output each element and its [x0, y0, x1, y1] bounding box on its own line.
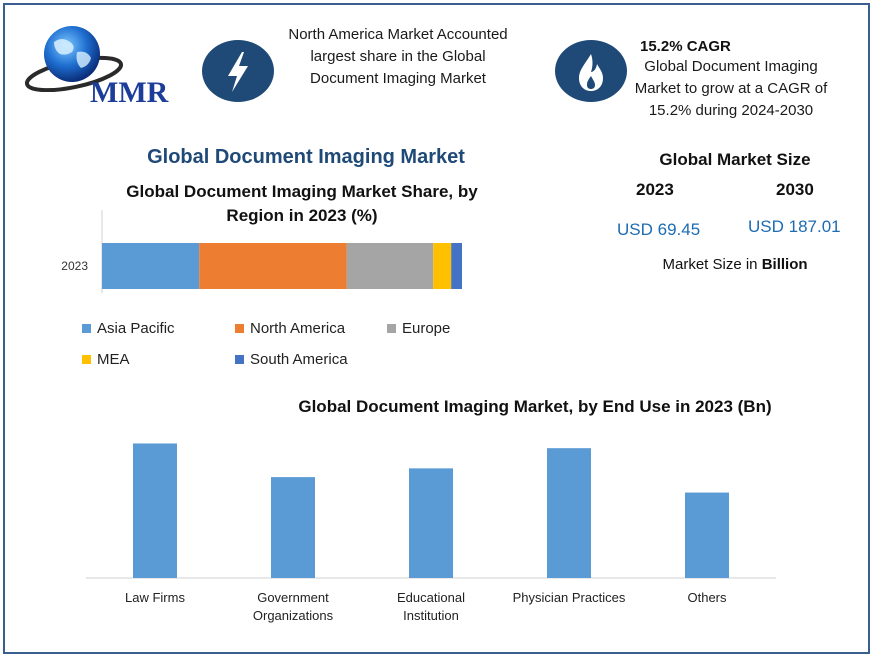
market-size-note-unit: Billion — [761, 256, 808, 273]
enduse-category-label: Educational Institution — [397, 590, 465, 623]
enduse-chart-title: Global Document Imaging Market, by End U… — [298, 397, 772, 416]
info-right-badge — [555, 40, 627, 102]
region-chart-title: Global Document Imaging Market Share, by… — [126, 182, 478, 225]
bar-government-organizations — [271, 477, 315, 578]
legend-swatch — [387, 324, 396, 333]
legend-swatch — [235, 324, 244, 333]
bar-law-firms — [133, 443, 177, 578]
region-category-label: 2023 — [61, 259, 88, 273]
year-2030-label: 2030 — [776, 180, 814, 199]
enduse-category-label: Government Organizations — [253, 590, 334, 623]
segment-mea — [433, 243, 452, 289]
legend-item-asia-pacific: Asia Pacific — [82, 320, 175, 337]
enduse-category-label: Others — [687, 590, 727, 605]
enduse-category-label: Law Firms — [125, 590, 185, 605]
logo: MMR — [22, 22, 192, 109]
segment-europe — [346, 243, 434, 289]
legend-item-north-america: North America — [235, 320, 345, 337]
info-left-badge — [202, 40, 274, 102]
bar-educational-institution — [409, 468, 453, 578]
lightning-icon — [228, 52, 248, 92]
enduse-category-label: Physician Practices — [513, 590, 626, 605]
legend-item-mea: MEA — [82, 351, 130, 368]
region-share-chart: 2023 — [61, 210, 462, 293]
legend-label: Europe — [402, 320, 451, 337]
market-size-note-prefix: Market Size in — [662, 256, 762, 273]
legend-item-south-america: South America — [235, 351, 348, 368]
legend-swatch — [82, 324, 91, 333]
flame-icon — [579, 54, 603, 91]
legend-label: Asia Pacific — [97, 320, 175, 337]
market-size-title: Global Market Size — [659, 150, 811, 169]
legend-swatch — [82, 355, 91, 364]
legend-label: South America — [250, 351, 348, 368]
brand-name: MMR — [90, 76, 169, 109]
globe-icon — [24, 26, 124, 93]
value-2030: USD 187.01 — [748, 217, 841, 236]
main-title: Global Document Imaging Market — [147, 146, 465, 168]
year-2023-label: 2023 — [636, 180, 674, 199]
bar-others — [685, 492, 729, 578]
enduse-chart: Law Firms Government Organizations Educatio… — [86, 443, 776, 623]
segment-north-america — [199, 243, 347, 289]
legend-item-europe: Europe — [387, 320, 450, 337]
value-2023: USD 69.45 — [617, 220, 701, 239]
segment-asia-pacific — [102, 243, 200, 289]
info-right-text: Global Document Imaging Market to grow a… — [634, 58, 828, 119]
bar-physician-practices — [547, 448, 591, 578]
legend-label: MEA — [97, 351, 130, 368]
legend-label: North America — [250, 320, 346, 337]
segment-south-america — [451, 243, 462, 289]
info-right-heading: 15.2% CAGR — [640, 38, 731, 55]
market-size-note: Market Size in Billion — [620, 256, 850, 273]
info-left-text: North America Market Accounted largest s… — [288, 26, 508, 87]
legend-swatch — [235, 355, 244, 364]
